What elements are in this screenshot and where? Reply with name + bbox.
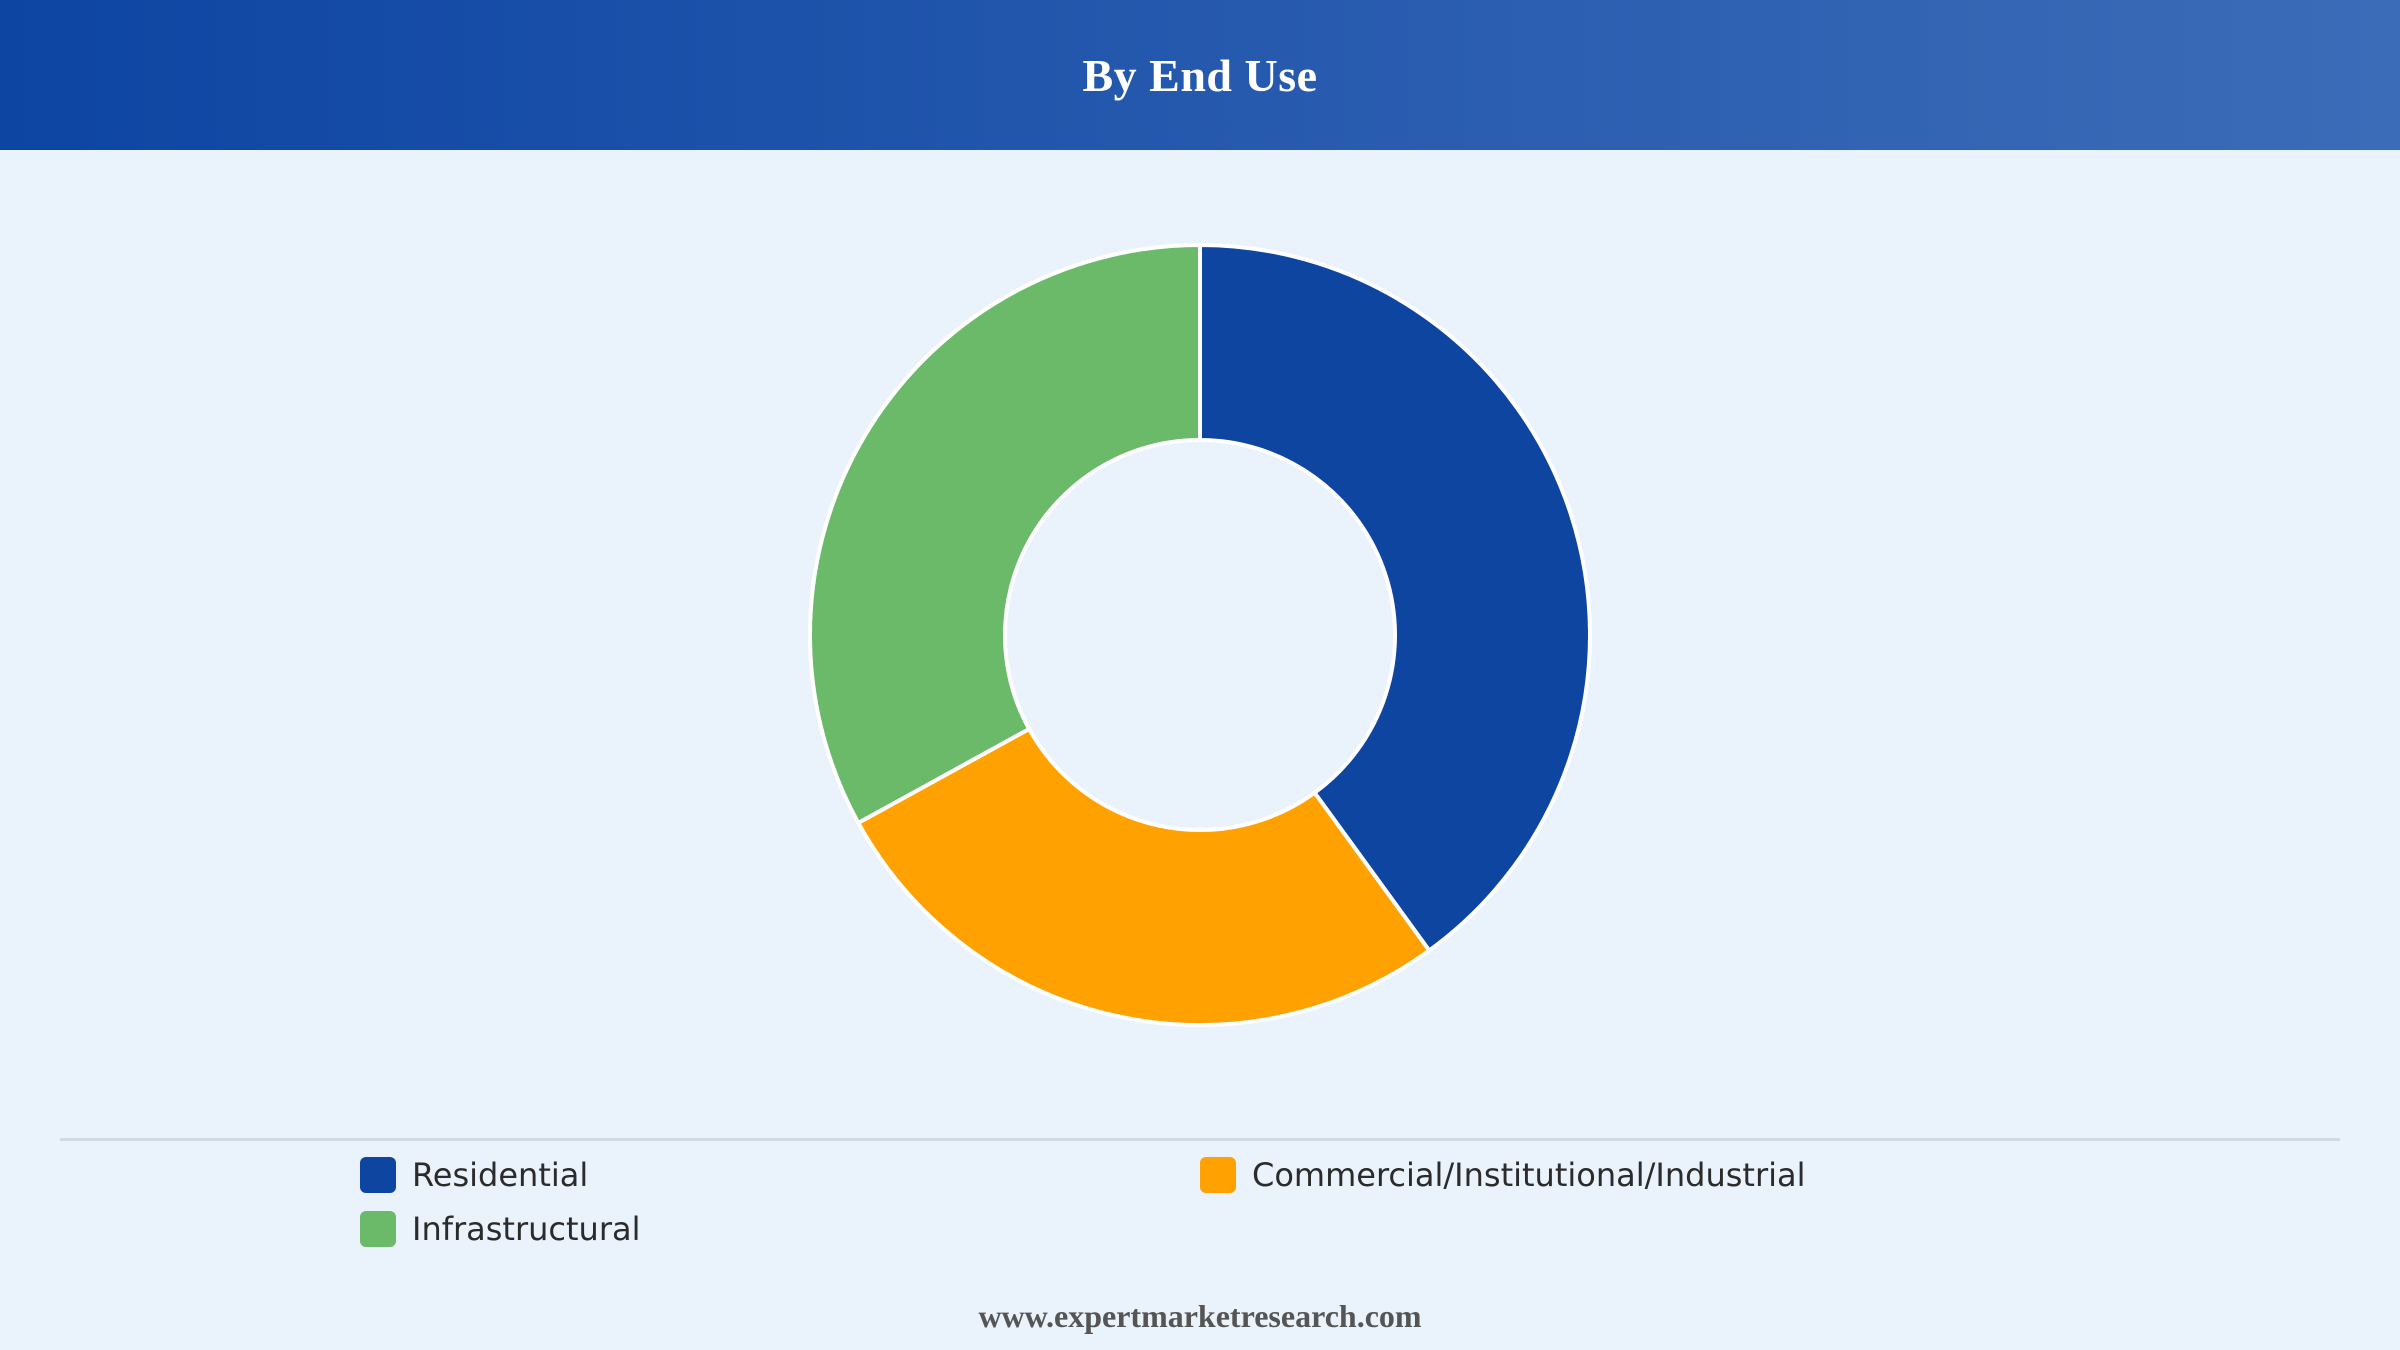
chart-title: By End Use <box>1082 49 1318 101</box>
legend: Residential Commercial/Institutional/Ind… <box>0 1155 2400 1265</box>
donut-slice-infrastructural[interactable] <box>808 242 1202 826</box>
legend-swatch-commercial <box>1200 1157 1236 1193</box>
legend-item-commercial[interactable]: Commercial/Institutional/Industrial <box>1200 1155 1805 1195</box>
legend-label-infrastructural: Infrastructural <box>412 1210 641 1248</box>
legend-item-infrastructural[interactable]: Infrastructural <box>360 1209 640 1249</box>
header-bar: By End Use <box>0 0 2400 150</box>
legend-label-residential: Residential <box>412 1156 589 1194</box>
legend-divider <box>60 1138 2340 1141</box>
source-footer: www.expertmarketresearch.com <box>978 1298 1422 1334</box>
legend-label-commercial: Commercial/Institutional/Industrial <box>1252 1156 1806 1194</box>
legend-swatch-infrastructural <box>360 1211 396 1247</box>
legend-item-residential[interactable]: Residential <box>360 1155 588 1195</box>
legend-swatch-residential <box>360 1157 396 1193</box>
donut-slice-commercial-institutional-industrial[interactable] <box>855 726 1433 1027</box>
donut-slice-residential[interactable] <box>1198 242 1592 954</box>
donut-chart <box>808 242 1592 1027</box>
donut-chart-area <box>0 150 2400 1140</box>
